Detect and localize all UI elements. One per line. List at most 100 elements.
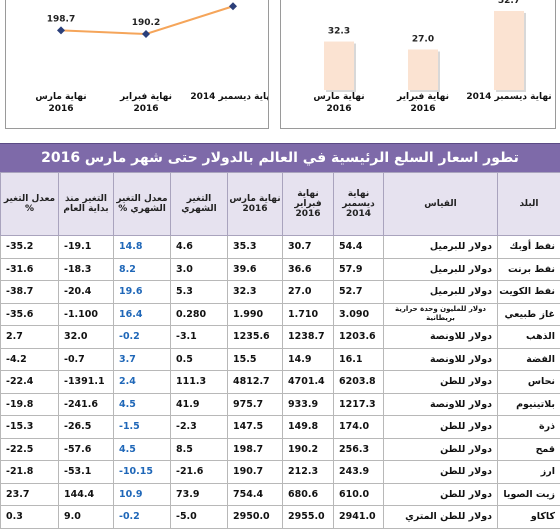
table-cell: 2.4 (114, 371, 171, 394)
table-cell: 174.0 (334, 416, 384, 439)
table-cell: 16.4 (114, 303, 171, 326)
table-cell: 3.0 (171, 258, 228, 281)
value-label: 27.0 (412, 35, 434, 45)
table-cell: -18.3 (59, 258, 114, 281)
table-cell: 4.6 (171, 236, 228, 259)
category-label: نهاية فبراير 2016 (116, 91, 176, 115)
table-cell: 0.5 (171, 348, 228, 371)
table-cell: 149.8 (283, 416, 334, 439)
table-cell: دولار للبرميل (384, 236, 498, 259)
column-header: التغير الشهري (171, 173, 228, 236)
table-cell: -21.8 (1, 461, 59, 484)
table-cell: 6203.8 (334, 371, 384, 394)
table-cell: 243.9 (334, 461, 384, 484)
table-cell: دولار للاونصة (384, 393, 498, 416)
table-cell: 27.0 (283, 281, 334, 304)
table-cell: دولار للاونصة (384, 348, 498, 371)
table-cell: نحاس (498, 371, 560, 394)
table-cell: 39.6 (228, 258, 283, 281)
table-cell: 3.7 (114, 348, 171, 371)
table-cell: -15.3 (1, 416, 59, 439)
table-cell: 0.280 (171, 303, 228, 326)
table-cell: 754.4 (228, 483, 283, 506)
table-cell: 1238.7 (283, 326, 334, 349)
table-cell: دولار للمليون وحدة حرارية بريطانية (384, 303, 498, 326)
table-cell: نفط الكويت (498, 281, 560, 304)
table-cell: دولار للطن (384, 416, 498, 439)
table-cell: 4.5 (114, 393, 171, 416)
table-cell: -10.15 (114, 461, 171, 484)
table-cell: -26.5 (59, 416, 114, 439)
table-cell: الفضة (498, 348, 560, 371)
table-cell: -22.4 (1, 371, 59, 394)
table-cell: 41.9 (171, 393, 228, 416)
table-cell: نفط برنت (498, 258, 560, 281)
marker (142, 30, 150, 38)
table-cell: 1235.6 (228, 326, 283, 349)
column-header: معدل التغير الشهري % (114, 173, 171, 236)
table-cell: 15.5 (228, 348, 283, 371)
category-label: نهاية مارس 2016 (309, 91, 369, 115)
table-cell: دولار للاونصة (384, 326, 498, 349)
table-cell: 4.5 (114, 438, 171, 461)
value-label: 190.2 (132, 18, 160, 28)
table-cell: -0.7 (59, 348, 114, 371)
table-cell: -22.5 (1, 438, 59, 461)
table-cell: 4701.4 (283, 371, 334, 394)
column-header: القياس (384, 173, 498, 236)
column-header: نهاية ديسمبر 2014 (334, 173, 384, 236)
table-cell: 1203.6 (334, 326, 384, 349)
table-cell: غاز طبيعي (498, 303, 560, 326)
table-cell: 36.6 (283, 258, 334, 281)
table-cell: 5.3 (171, 281, 228, 304)
table-cell: 3.090 (334, 303, 384, 326)
table-cell: زيت الصويا (498, 483, 560, 506)
table-cell: 14.8 (114, 236, 171, 259)
table-cell: 680.6 (283, 483, 334, 506)
table-cell: الذهب (498, 326, 560, 349)
table-cell: 147.5 (228, 416, 283, 439)
table-cell: -1391.1 (59, 371, 114, 394)
table-cell: نفط أوبك (498, 236, 560, 259)
table-cell: 1.710 (283, 303, 334, 326)
category-label: نهاية فبراير 2016 (393, 91, 453, 115)
table-cell: 32.3 (228, 281, 283, 304)
table-cell: -53.1 (59, 461, 114, 484)
table-cell: -20.4 (59, 281, 114, 304)
value-label: 52.7 (498, 0, 520, 6)
table-cell: 57.9 (334, 258, 384, 281)
table-cell: 4812.7 (228, 371, 283, 394)
table-cell: 30.7 (283, 236, 334, 259)
table-cell: -0.2 (114, 326, 171, 349)
table-cell: -1.100 (59, 303, 114, 326)
table-cell: 933.9 (283, 393, 334, 416)
column-header: البلد (498, 173, 560, 236)
marker (57, 26, 65, 34)
table-cell: -19.8 (1, 393, 59, 416)
table-cell: -1.5 (114, 416, 171, 439)
column-header: نهاية فبراير 2016 (283, 173, 334, 236)
table-cell: 54.4 (334, 236, 384, 259)
table-cell: 19.6 (114, 281, 171, 304)
table-cell: 111.3 (171, 371, 228, 394)
table-cell: -4.2 (1, 348, 59, 371)
table-cell: -38.7 (1, 281, 59, 304)
table-cell: ارز (498, 461, 560, 484)
table-cell: -31.6 (1, 258, 59, 281)
table-cell: دولار للطن (384, 371, 498, 394)
table-cell: 975.7 (228, 393, 283, 416)
table-cell: دولار للبرميل (384, 258, 498, 281)
table-cell: 8.2 (114, 258, 171, 281)
value-label: 32.3 (328, 27, 350, 37)
table-cell: 2.7 (1, 326, 59, 349)
table-cell: ذرة (498, 416, 560, 439)
bar-chart-panel: 32.3 27.0 52.7 نهاية مارس 2016 نهاية فبراير … (280, 0, 556, 129)
